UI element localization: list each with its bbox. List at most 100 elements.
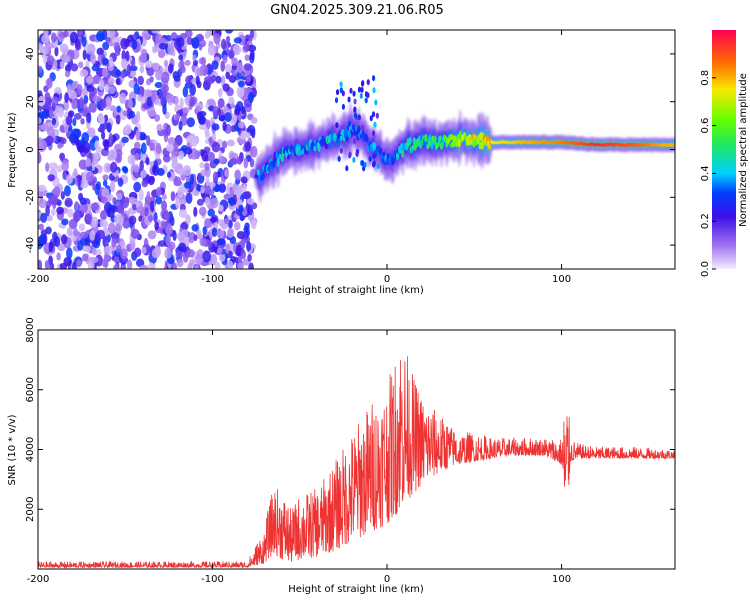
noise-blob — [38, 105, 43, 112]
noise-blob — [231, 57, 239, 67]
noise-blob — [119, 92, 127, 104]
spectrogram-y-tick-label: 0 — [25, 146, 36, 152]
noise-blob — [120, 264, 127, 269]
ridge-core — [296, 143, 300, 149]
noise-blob — [79, 69, 89, 78]
noise-blob — [250, 145, 258, 158]
ridge-spike — [339, 87, 343, 94]
noise-blob — [72, 211, 82, 222]
spectrogram-noise-region — [38, 30, 258, 269]
noise-blob — [218, 155, 226, 165]
noise-blob — [107, 222, 116, 234]
noise-blob — [161, 193, 167, 200]
noise-blob — [48, 162, 58, 170]
noise-blob — [59, 60, 65, 70]
noise-blob — [127, 196, 136, 204]
noise-blob — [202, 183, 212, 195]
noise-blob — [110, 161, 118, 173]
noise-blob — [167, 43, 175, 56]
noise-blob — [166, 171, 172, 178]
noise-blob — [167, 63, 174, 74]
noise-blob — [248, 91, 254, 104]
colorbar-tick-label: 0.8 — [700, 70, 711, 86]
ridge-spike — [339, 81, 343, 88]
noise-blob — [201, 150, 208, 162]
noise-blob — [51, 96, 59, 105]
noise-blob — [214, 184, 220, 193]
snr-x-tick-label: -100 — [201, 574, 224, 585]
noise-blob — [63, 30, 69, 38]
ridge-spike — [335, 122, 339, 129]
noise-blob — [46, 55, 55, 66]
noise-blob — [123, 125, 132, 135]
noise-blob — [152, 45, 157, 54]
noise-blob — [151, 30, 161, 34]
ridge-core — [329, 142, 334, 148]
ridge-spike — [372, 153, 376, 160]
noise-blob — [101, 67, 109, 78]
noise-blob — [38, 259, 43, 269]
spectrogram-y-label: Frequency (Hz) — [7, 112, 18, 188]
noise-blob — [87, 261, 95, 269]
noise-blob — [193, 206, 198, 218]
noise-blob — [86, 84, 95, 93]
ridge-spike — [371, 130, 376, 137]
ridge-core — [488, 143, 492, 150]
snr-x-label: Height of straight line (km) — [288, 584, 424, 595]
noise-blob — [242, 184, 247, 194]
ridge-spike — [347, 96, 351, 103]
ridge-spike — [366, 92, 370, 99]
noise-blob — [216, 247, 223, 254]
ridge-spike — [360, 160, 365, 167]
noise-blob — [155, 187, 162, 197]
noise-blob — [109, 180, 116, 193]
ridge-core — [480, 140, 484, 150]
colorbar-gradient — [712, 30, 736, 269]
noise-blob — [237, 256, 243, 265]
noise-blob — [60, 234, 68, 245]
noise-blob — [237, 262, 245, 269]
noise-blob — [199, 162, 205, 169]
noise-blob — [243, 191, 252, 200]
noise-blob — [129, 70, 137, 78]
noise-blob — [100, 196, 108, 204]
noise-blob — [167, 257, 175, 265]
ridge-spike — [368, 155, 372, 162]
noise-blob — [204, 162, 210, 171]
noise-blob — [211, 227, 218, 237]
spectrogram-y-tick-label: 20 — [25, 95, 36, 108]
noise-blob — [133, 247, 142, 258]
noise-blob — [128, 98, 133, 110]
noise-blob — [59, 43, 69, 54]
noise-blob — [137, 75, 144, 86]
spectrogram-y-tick-label: -40 — [25, 237, 36, 253]
noise-blob — [80, 118, 85, 125]
noise-blob — [202, 226, 207, 236]
noise-blob — [182, 252, 189, 263]
colorbar-ticks: 0.0 0.2 0.4 0.6 0.8 — [700, 70, 716, 277]
noise-blob — [71, 261, 77, 269]
noise-blob — [107, 30, 116, 39]
noise-blob — [97, 114, 105, 125]
noise-blob — [223, 193, 231, 200]
ridge-spike — [355, 150, 359, 157]
noise-blob — [229, 236, 237, 245]
spectrogram-x-ticks: -200 -100 0 100 — [27, 30, 571, 285]
noise-blob — [240, 238, 246, 249]
noise-blob — [45, 135, 54, 145]
spectrogram-x-label: Height of straight line (km) — [288, 285, 424, 296]
noise-blob — [207, 208, 215, 217]
noise-blob — [74, 201, 79, 211]
noise-blob — [126, 63, 131, 76]
noise-blob — [105, 96, 112, 107]
noise-blob — [105, 36, 111, 43]
noise-blob — [82, 141, 90, 154]
noise-blob — [48, 109, 54, 118]
spectrogram-x-tick-label: 0 — [384, 274, 390, 285]
noise-blob — [64, 92, 70, 103]
noise-blob — [212, 171, 219, 182]
noise-blob — [211, 60, 219, 70]
noise-blob — [225, 70, 231, 80]
noise-blob — [209, 253, 218, 266]
noise-blob — [89, 103, 94, 112]
